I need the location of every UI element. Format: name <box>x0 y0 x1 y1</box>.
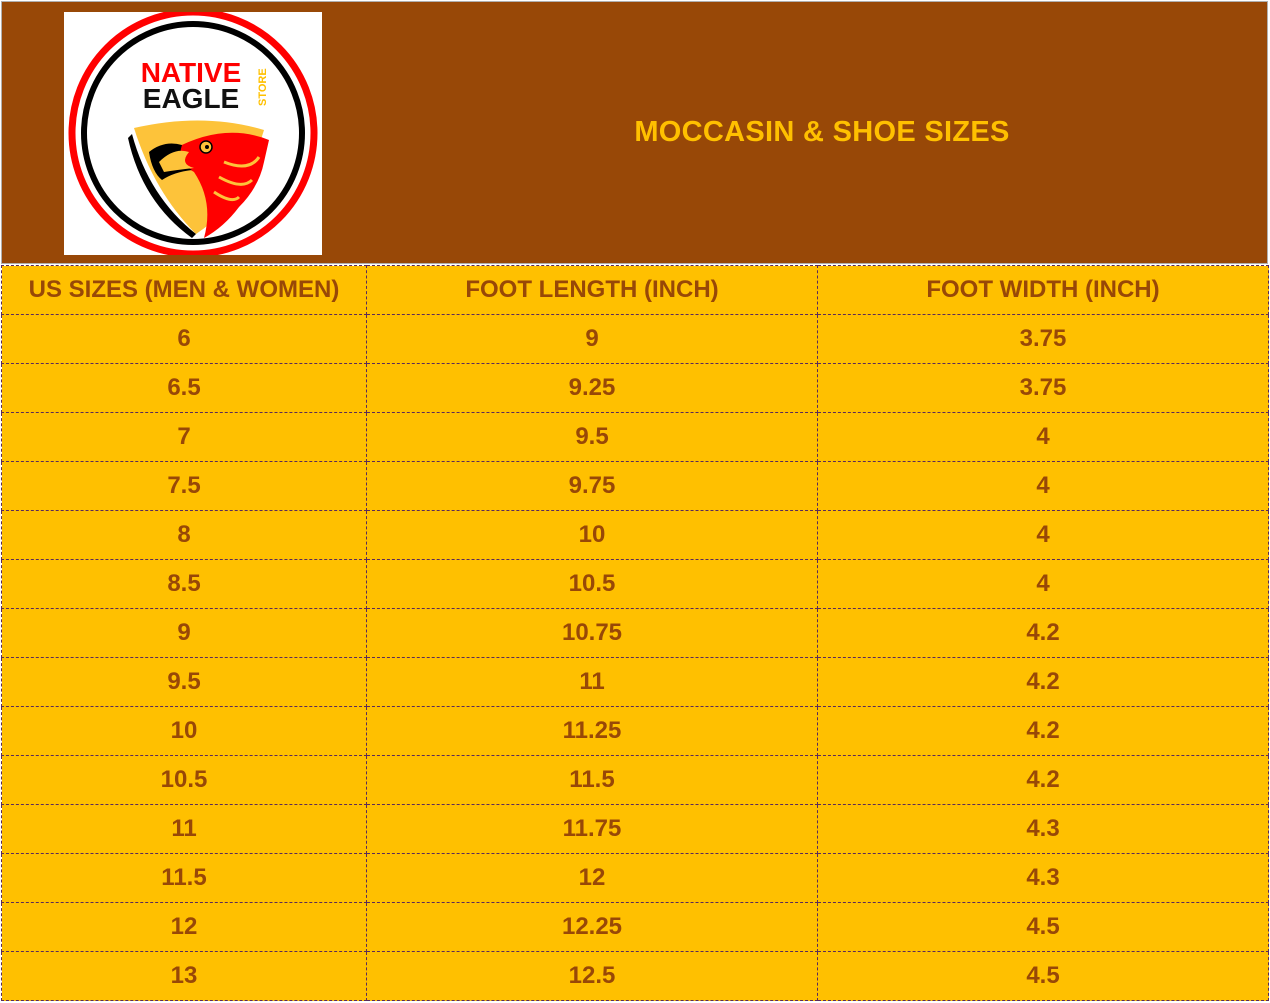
foot-length-cell: 11 <box>366 657 818 707</box>
table-row: 9.5 11 4.2 <box>1 657 1269 707</box>
us-size-cell: 6.5 <box>1 363 367 413</box>
table-row: 11.5 12 4.3 <box>1 853 1269 903</box>
foot-width-cell: 4 <box>817 461 1269 511</box>
us-size-cell: 7.5 <box>1 461 367 511</box>
foot-length-cell: 12 <box>366 853 818 903</box>
table-row: 11 11.75 4.3 <box>1 804 1269 854</box>
foot-width-cell: 4.2 <box>817 706 1269 756</box>
us-size-cell: 9 <box>1 608 367 658</box>
table-row: 12 12.25 4.5 <box>1 902 1269 952</box>
us-size-cell: 7 <box>1 412 367 462</box>
foot-width-cell: 4 <box>817 510 1269 560</box>
table-row: 13 12.5 4.5 <box>1 951 1269 1001</box>
us-size-cell: 9.5 <box>1 657 367 707</box>
foot-length-cell: 11.25 <box>366 706 818 756</box>
foot-width-cell: 3.75 <box>817 314 1269 364</box>
foot-width-cell: 3.75 <box>817 363 1269 413</box>
us-size-cell: 10 <box>1 706 367 756</box>
table-row: 8 10 4 <box>1 510 1269 560</box>
foot-width-cell: 4.3 <box>817 804 1269 854</box>
us-size-cell: 6 <box>1 314 367 364</box>
us-size-cell: 10.5 <box>1 755 367 805</box>
us-size-cell: 11 <box>1 804 367 854</box>
foot-length-cell: 9.25 <box>366 363 818 413</box>
foot-length-cell: 10.75 <box>366 608 818 658</box>
table-row: 10 11.25 4.2 <box>1 706 1269 756</box>
foot-length-cell: 11.75 <box>366 804 818 854</box>
logo-text-native: NATIVE <box>141 57 242 88</box>
table-row: 9 10.75 4.2 <box>1 608 1269 658</box>
foot-length-cell: 12.5 <box>366 951 818 1001</box>
eagle-logo-icon: NATIVE EAGLE STORE <box>68 8 318 258</box>
foot-length-cell: 10.5 <box>366 559 818 609</box>
us-size-cell: 12 <box>1 902 367 952</box>
table-row: 7 9.5 4 <box>1 412 1269 462</box>
header-banner: NATIVE EAGLE STORE MOCCASIN & SHOE SIZES <box>1 1 1268 264</box>
foot-length-cell: 10 <box>366 510 818 560</box>
native-eagle-logo: NATIVE EAGLE STORE <box>64 8 322 258</box>
table-row: 6.5 9.25 3.75 <box>1 363 1269 413</box>
table-row: 10.5 11.5 4.2 <box>1 755 1269 805</box>
foot-width-cell: 4.3 <box>817 853 1269 903</box>
column-header-us-size: US SIZES (MEN & WOMEN) <box>1 265 367 315</box>
us-size-cell: 13 <box>1 951 367 1001</box>
foot-length-cell: 11.5 <box>366 755 818 805</box>
foot-length-cell: 9.5 <box>366 412 818 462</box>
table-header-row: US SIZES (MEN & WOMEN) FOOT LENGTH (INCH… <box>1 265 1269 315</box>
table-row: 7.5 9.75 4 <box>1 461 1269 511</box>
logo-text-store: STORE <box>257 68 269 106</box>
size-chart-table: US SIZES (MEN & WOMEN) FOOT LENGTH (INCH… <box>1 265 1269 1001</box>
column-header-foot-width: FOOT WIDTH (INCH) <box>817 265 1269 315</box>
foot-width-cell: 4 <box>817 412 1269 462</box>
logo-text-eagle: EAGLE <box>143 83 239 114</box>
table-row: 6 9 3.75 <box>1 314 1269 364</box>
us-size-cell: 8.5 <box>1 559 367 609</box>
page-title: MOCCASIN & SHOE SIZES <box>634 116 1010 148</box>
foot-width-cell: 4.2 <box>817 755 1269 805</box>
foot-length-cell: 9 <box>366 314 818 364</box>
foot-width-cell: 4.5 <box>817 902 1269 952</box>
us-size-cell: 8 <box>1 510 367 560</box>
column-header-foot-length: FOOT LENGTH (INCH) <box>366 265 818 315</box>
foot-width-cell: 4 <box>817 559 1269 609</box>
foot-width-cell: 4.5 <box>817 951 1269 1001</box>
foot-length-cell: 12.25 <box>366 902 818 952</box>
table-row: 8.5 10.5 4 <box>1 559 1269 609</box>
foot-width-cell: 4.2 <box>817 608 1269 658</box>
foot-length-cell: 9.75 <box>366 461 818 511</box>
foot-width-cell: 4.2 <box>817 657 1269 707</box>
us-size-cell: 11.5 <box>1 853 367 903</box>
